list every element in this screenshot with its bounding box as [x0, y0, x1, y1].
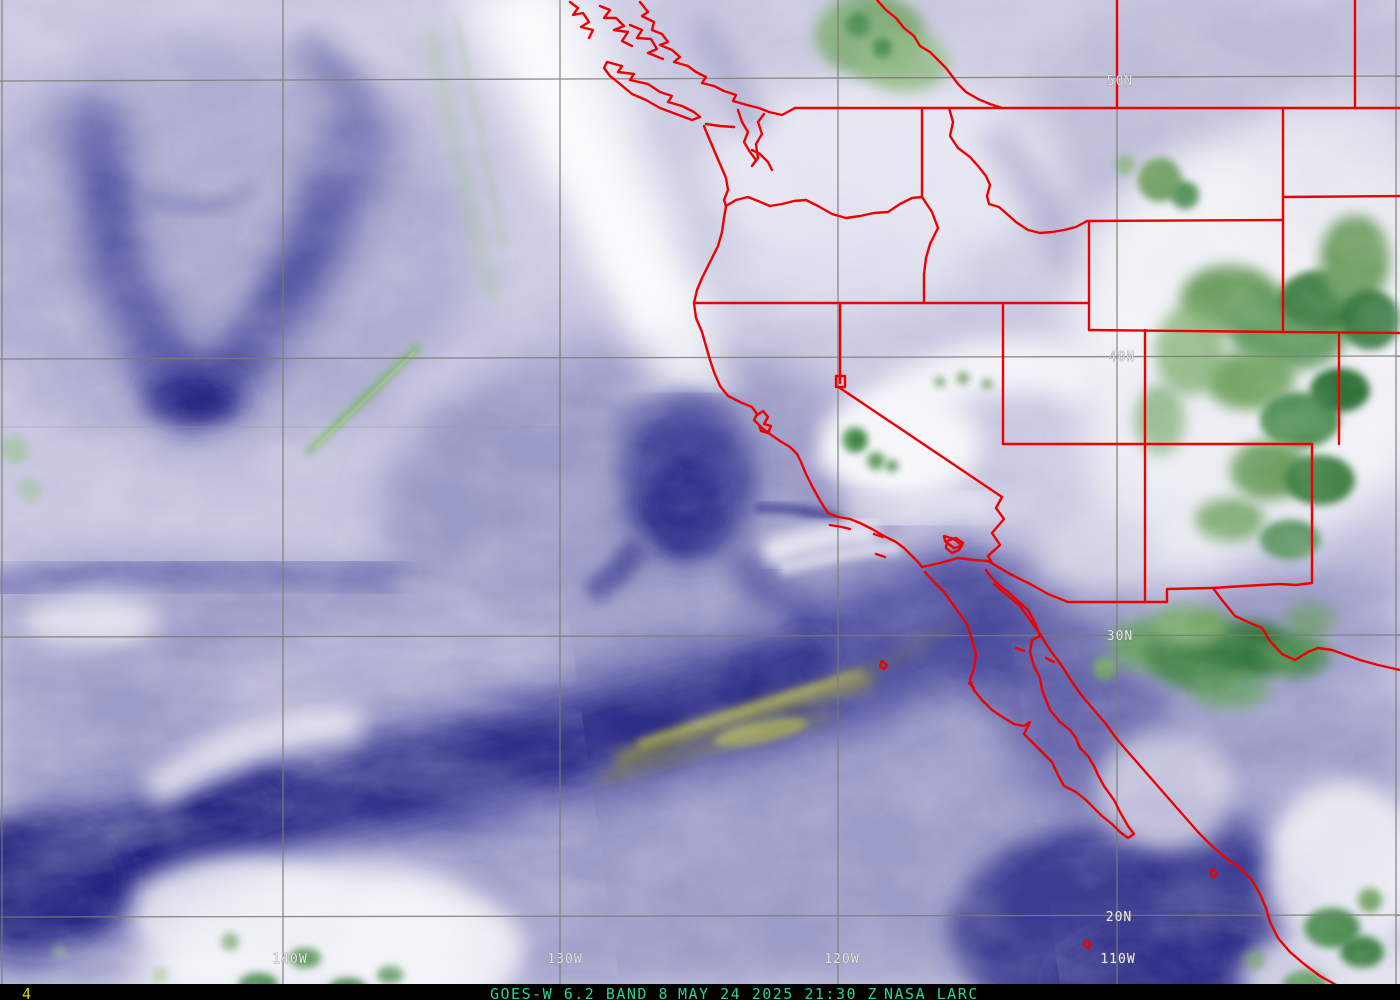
- lon-label-110w: 110W: [1100, 952, 1135, 967]
- lake-tahoe: [834, 374, 847, 389]
- border-nm-tx: [1211, 442, 1314, 590]
- lat-label-20n: 20N: [1106, 910, 1132, 925]
- status-bar: 4 GOES-W 6.2 BAND 8 MAY 24 2025 21:30 Z …: [0, 984, 1400, 1000]
- border-or-id: [920, 195, 940, 305]
- coastline-bc-mainland: [638, 0, 797, 117]
- coastline-puget-sound: [736, 108, 766, 168]
- lat-label-40n: 40N: [1109, 350, 1135, 365]
- lat-label-50n: 50N: [1107, 74, 1133, 89]
- border-rio-grande: [1211, 586, 1400, 672]
- political-boundaries: [568, 0, 1400, 984]
- border-us-mexico: [920, 556, 1215, 604]
- frame-indicator: 4: [22, 985, 33, 1000]
- border-wa-or: [724, 195, 924, 220]
- guadalupe-island: [878, 659, 889, 671]
- lon-label-130w: 130W: [547, 952, 582, 967]
- lon-label-140w: 140W: [272, 952, 307, 967]
- border-id-mt: [947, 106, 1089, 235]
- lon-label-120w: 120W: [824, 952, 859, 967]
- coastline-sf-bay: [755, 409, 773, 435]
- product-label: GOES-W 6.2 BAND 8: [490, 985, 670, 1000]
- coastline-baja: [923, 568, 1136, 840]
- island-dot-1: [1208, 867, 1219, 879]
- lat-label-30n: 30N: [1107, 629, 1133, 644]
- border-nd-sd: [1281, 194, 1400, 199]
- border-ca-nv: [838, 301, 1004, 499]
- channel-islands: [828, 523, 964, 559]
- coastline-pacific: [692, 124, 924, 569]
- border-colorado-river: [986, 495, 1006, 565]
- coastline-mexico-mainland: [992, 582, 1337, 984]
- grid-labels: 50N 40N 30N 20N 140W 130W 120W 110W: [272, 74, 1135, 968]
- timestamp-label: MAY 24 2025 21:30 Z: [678, 985, 879, 1000]
- island-dot-2: [1082, 939, 1093, 950]
- coastline-vancouver-island: [602, 60, 702, 122]
- coastline-bc-islands: [568, 0, 595, 40]
- source-label: NASA LARC: [884, 985, 979, 1000]
- border-bc-ab: [875, 0, 1004, 110]
- gulf-islands: [967, 646, 1056, 690]
- border-mt-wy: [1085, 218, 1285, 223]
- lake-salton-sea: [944, 536, 965, 555]
